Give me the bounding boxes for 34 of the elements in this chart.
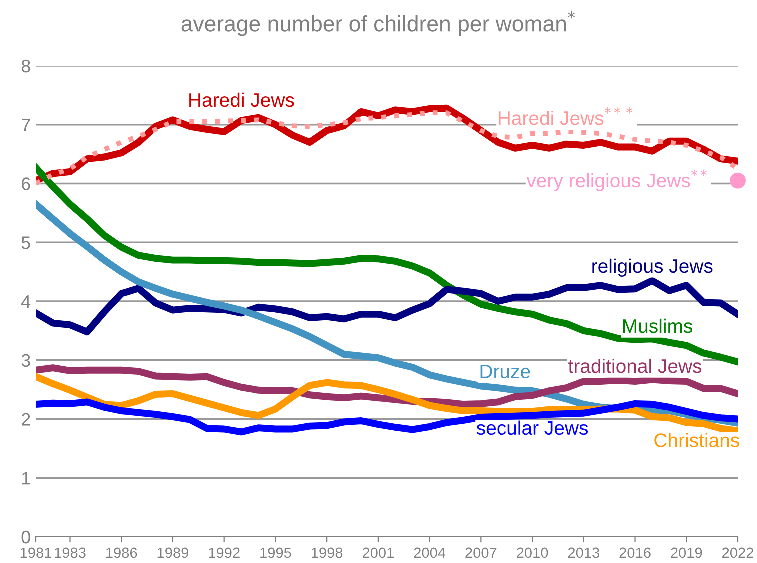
- series-label: secular Jews: [476, 420, 588, 436]
- y-tick-label: 7: [22, 118, 30, 132]
- x-tick-label: 2019: [671, 548, 702, 558]
- x-tick-label: 1983: [55, 548, 86, 558]
- y-tick-label: 5: [22, 236, 30, 250]
- series-label: Haredi Jews: [190, 92, 294, 108]
- series-label: Druze: [480, 364, 530, 379]
- y-tick-label: 1: [22, 472, 30, 485]
- y-tick-label: 4: [22, 296, 31, 308]
- x-tick-label: 2013: [568, 548, 600, 558]
- series-label: traditional Jews: [568, 358, 702, 374]
- y-tick-label: 0: [22, 530, 30, 544]
- y-tick-label: 6: [22, 178, 30, 190]
- x-tick-label: 2004: [414, 548, 446, 558]
- y-tick-label: 2: [22, 413, 30, 426]
- series-label: Haredi Jews$^{***}$: [498, 108, 632, 126]
- x-tick-label: 1995: [260, 548, 292, 558]
- x-tick-label: 2007: [466, 548, 497, 558]
- y-tick-label: 8: [22, 60, 30, 73]
- x-tick-label: 1981: [20, 548, 52, 558]
- x-tick-label: 1992: [209, 548, 240, 558]
- chart-title: average number of children per woman$^{*}$: [182, 12, 575, 36]
- series-label: Muslims: [623, 318, 692, 334]
- y-tick-label: 3: [22, 354, 30, 368]
- x-tick-label: 2022: [722, 548, 754, 558]
- x-tick-label: 1986: [106, 548, 138, 558]
- series-label: very religious Jews$^{**}$: [526, 170, 707, 192]
- x-tick-label: 2001: [362, 548, 394, 558]
- x-tick-label: 1989: [158, 548, 189, 558]
- x-tick-label: 2010: [517, 548, 548, 558]
- x-tick-label: 1998: [312, 548, 343, 558]
- series-label: religious Jews: [592, 258, 713, 278]
- x-tick-label: 2016: [620, 548, 651, 558]
- series-label: Christians: [654, 433, 740, 448]
